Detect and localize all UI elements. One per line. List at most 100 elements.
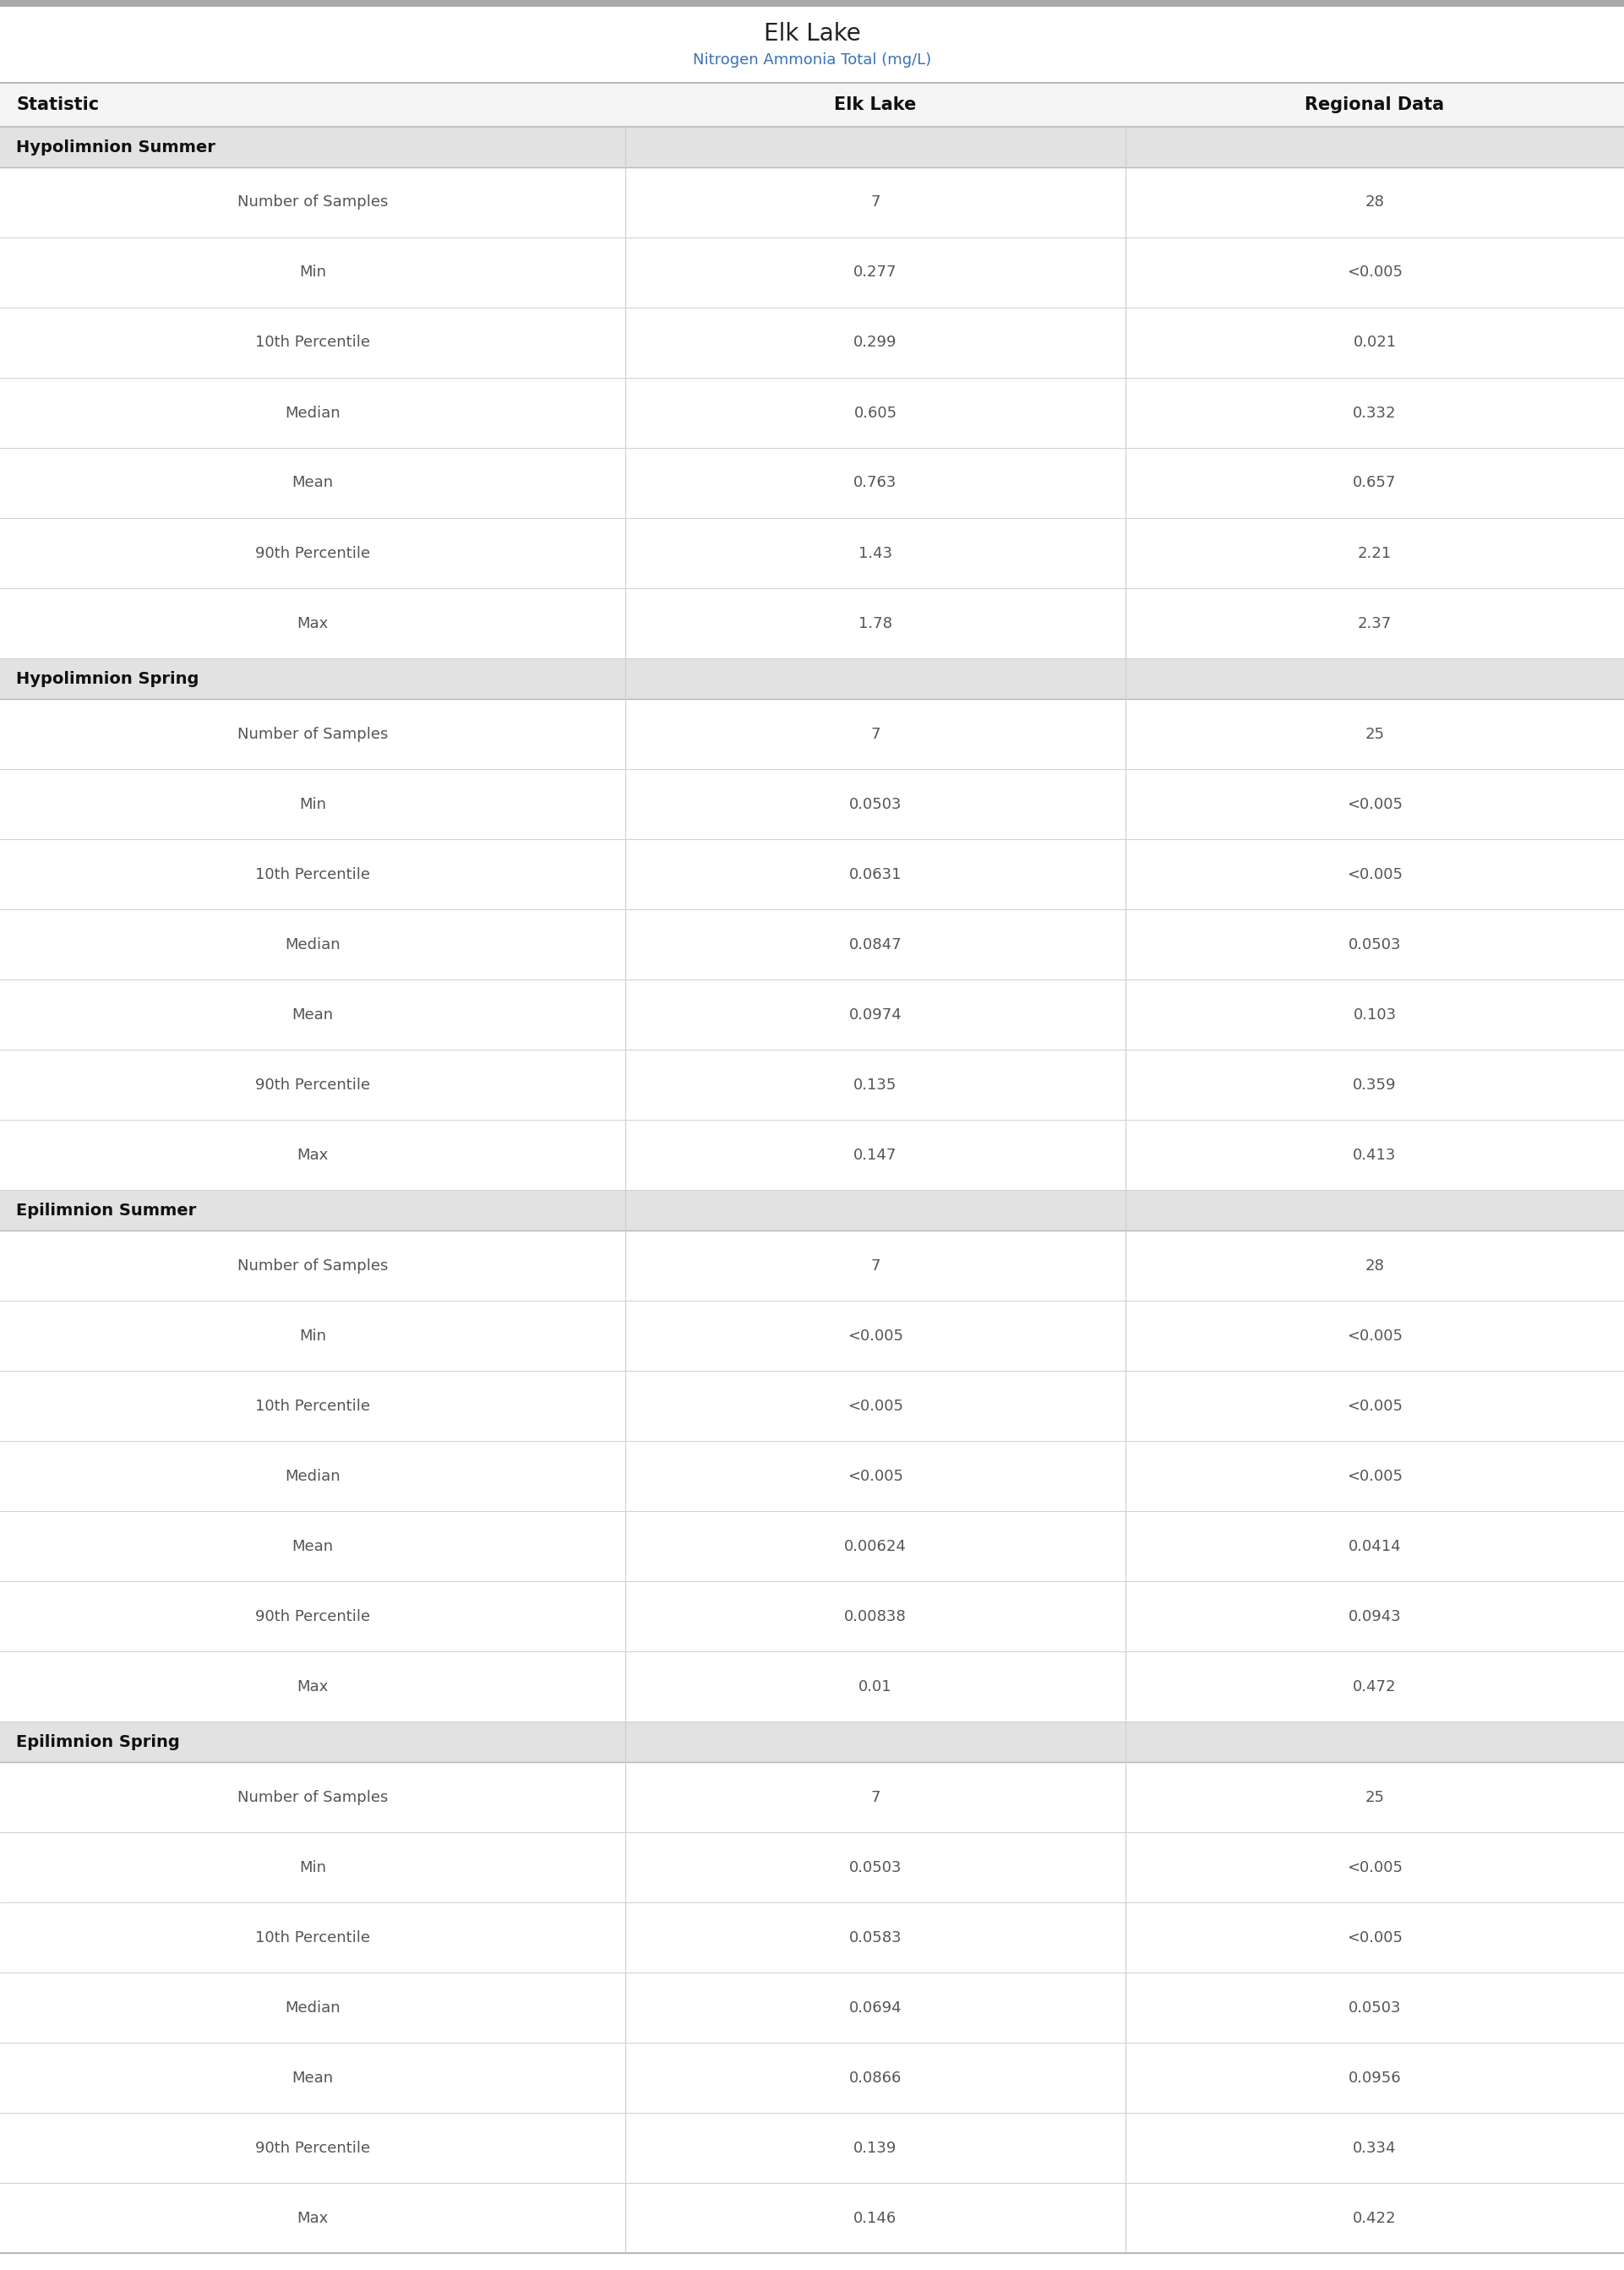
Bar — [0, 1650, 1624, 1721]
Text: Number of Samples: Number of Samples — [237, 726, 388, 742]
Text: Hypolimnion Summer: Hypolimnion Summer — [16, 138, 216, 154]
Text: 90th Percentile: 90th Percentile — [255, 545, 370, 561]
Text: Number of Samples: Number of Samples — [237, 195, 388, 211]
Text: 7: 7 — [870, 195, 880, 211]
Text: 0.299: 0.299 — [854, 336, 896, 350]
Text: 0.413: 0.413 — [1353, 1146, 1397, 1162]
Text: 10th Percentile: 10th Percentile — [255, 336, 370, 350]
Text: Min: Min — [299, 1859, 326, 1875]
Text: <0.005: <0.005 — [1346, 1859, 1403, 1875]
Text: 0.0694: 0.0694 — [849, 2000, 901, 2016]
Bar — [0, 978, 1624, 1049]
Text: 7: 7 — [870, 1789, 880, 1805]
Text: 1.43: 1.43 — [859, 545, 892, 561]
Text: 0.332: 0.332 — [1353, 406, 1397, 420]
Bar — [0, 127, 1624, 168]
Text: <0.005: <0.005 — [1346, 266, 1403, 279]
Bar — [0, 2113, 1624, 2184]
Bar — [0, 1902, 1624, 1973]
Text: Median: Median — [284, 1469, 341, 1485]
Text: Max: Max — [297, 1146, 328, 1162]
Text: <0.005: <0.005 — [1346, 867, 1403, 881]
Text: <0.005: <0.005 — [848, 1398, 903, 1414]
Text: 0.00838: 0.00838 — [844, 1609, 906, 1623]
Bar — [0, 447, 1624, 518]
Text: Median: Median — [284, 406, 341, 420]
Bar — [0, 588, 1624, 658]
Text: 90th Percentile: 90th Percentile — [255, 2141, 370, 2156]
Text: 0.0503: 0.0503 — [1348, 938, 1402, 951]
Bar — [0, 1371, 1624, 1441]
Bar — [0, 0, 1624, 7]
Text: 0.00624: 0.00624 — [844, 1539, 906, 1553]
Text: <0.005: <0.005 — [1346, 1930, 1403, 1945]
Text: 7: 7 — [870, 726, 880, 742]
Bar — [0, 518, 1624, 588]
Text: Statistic: Statistic — [16, 95, 99, 114]
Text: 28: 28 — [1366, 1258, 1384, 1273]
Bar — [0, 2184, 1624, 2254]
Bar — [0, 658, 1624, 699]
Bar — [0, 840, 1624, 910]
Text: 0.0956: 0.0956 — [1348, 2070, 1402, 2086]
Text: <0.005: <0.005 — [1346, 797, 1403, 813]
Bar — [0, 238, 1624, 309]
Text: 0.359: 0.359 — [1353, 1076, 1397, 1092]
Text: 0.103: 0.103 — [1353, 1008, 1397, 1022]
Text: Regional Data: Regional Data — [1306, 95, 1444, 114]
Text: Max: Max — [297, 1680, 328, 1693]
Bar — [0, 699, 1624, 770]
Text: Mean: Mean — [292, 474, 333, 490]
Text: Median: Median — [284, 938, 341, 951]
Text: 0.0503: 0.0503 — [849, 1859, 901, 1875]
Text: 0.472: 0.472 — [1353, 1680, 1397, 1693]
Text: 7: 7 — [870, 1258, 880, 1273]
Bar — [0, 1762, 1624, 1832]
Text: <0.005: <0.005 — [1346, 1328, 1403, 1344]
Text: 0.277: 0.277 — [854, 266, 896, 279]
Bar — [0, 1832, 1624, 1902]
Text: 0.763: 0.763 — [854, 474, 896, 490]
Text: Elk Lake: Elk Lake — [763, 20, 861, 45]
Text: 0.0583: 0.0583 — [849, 1930, 901, 1945]
Bar — [0, 1049, 1624, 1119]
Bar — [0, 1230, 1624, 1301]
Text: Min: Min — [299, 797, 326, 813]
Text: 0.146: 0.146 — [854, 2211, 896, 2225]
Bar — [0, 1973, 1624, 2043]
Text: 0.0631: 0.0631 — [849, 867, 901, 881]
Bar — [0, 910, 1624, 978]
Text: Number of Samples: Number of Samples — [237, 1789, 388, 1805]
Text: <0.005: <0.005 — [848, 1328, 903, 1344]
Text: <0.005: <0.005 — [848, 1469, 903, 1485]
Text: 0.01: 0.01 — [859, 1680, 892, 1693]
Text: 90th Percentile: 90th Percentile — [255, 1609, 370, 1623]
Text: 0.0943: 0.0943 — [1348, 1609, 1402, 1623]
Bar — [0, 82, 1624, 127]
Text: 28: 28 — [1366, 195, 1384, 211]
Text: Median: Median — [284, 2000, 341, 2016]
Text: Elk Lake: Elk Lake — [835, 95, 916, 114]
Text: 0.334: 0.334 — [1353, 2141, 1397, 2156]
Bar — [0, 377, 1624, 447]
Text: Epilimnion Spring: Epilimnion Spring — [16, 1734, 180, 1750]
Text: 10th Percentile: 10th Percentile — [255, 1930, 370, 1945]
Text: Epilimnion Summer: Epilimnion Summer — [16, 1203, 197, 1219]
Text: 2.21: 2.21 — [1358, 545, 1392, 561]
Bar — [0, 1582, 1624, 1650]
Text: 2.37: 2.37 — [1358, 615, 1392, 631]
Bar — [0, 1441, 1624, 1512]
Text: 0.605: 0.605 — [854, 406, 896, 420]
Text: Mean: Mean — [292, 2070, 333, 2086]
Text: Max: Max — [297, 2211, 328, 2225]
Text: 0.0974: 0.0974 — [849, 1008, 901, 1022]
Bar — [0, 1189, 1624, 1230]
Text: Max: Max — [297, 615, 328, 631]
Text: 0.0503: 0.0503 — [849, 797, 901, 813]
Text: 0.147: 0.147 — [854, 1146, 896, 1162]
Text: 0.021: 0.021 — [1353, 336, 1397, 350]
Bar — [0, 1119, 1624, 1189]
Text: 0.657: 0.657 — [1353, 474, 1397, 490]
Text: 0.0503: 0.0503 — [1348, 2000, 1402, 2016]
Text: Min: Min — [299, 266, 326, 279]
